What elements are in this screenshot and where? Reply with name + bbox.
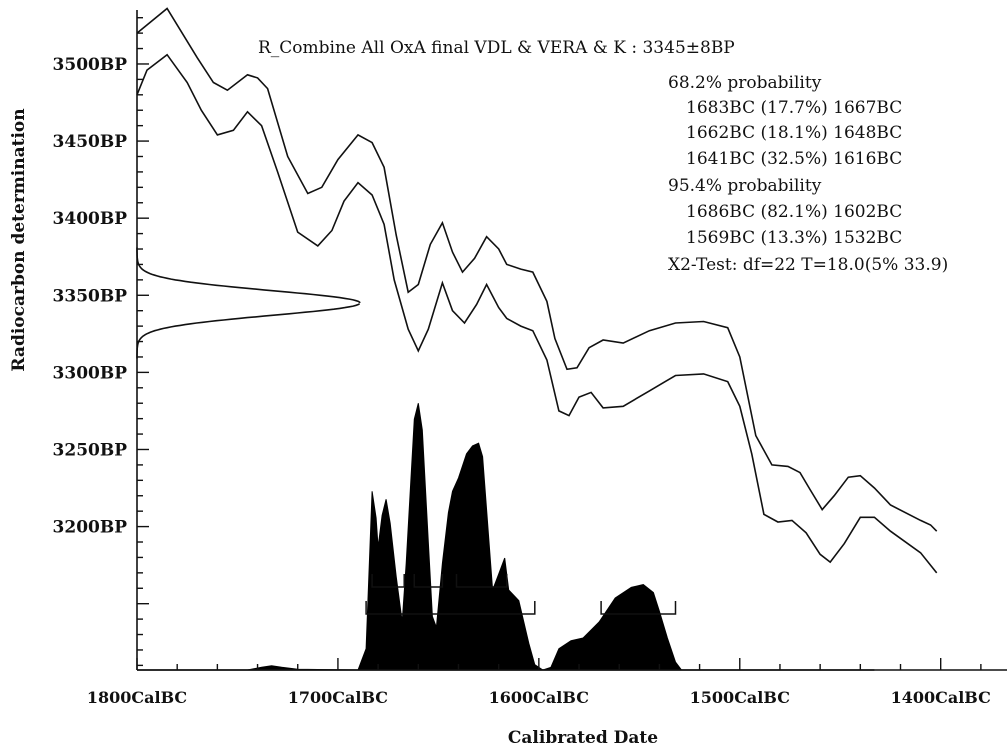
annotation-95-heading: 95.4% probability xyxy=(668,176,822,196)
measurement-curve-upper xyxy=(136,247,361,304)
x-tick-label: 1400CalBC xyxy=(891,688,991,707)
x-tick-label: 1800CalBC xyxy=(87,688,187,707)
calibration-curve-group xyxy=(136,7,938,574)
annotation-chi2-test: X2-Test: df=22 T=18.0(5% 33.9) xyxy=(668,255,948,275)
annotation-68-range-3: 1641BC (32.5%) 1616BC xyxy=(686,149,902,169)
y-tick-label: 3500BP xyxy=(53,55,128,75)
y-tick-label: 3300BP xyxy=(53,363,128,383)
y-tick-label: 3200BP xyxy=(53,518,128,538)
measurement-distribution-group xyxy=(136,247,361,359)
calibration-curve-lower xyxy=(136,53,938,574)
range-brackets-group xyxy=(365,574,677,615)
range-68-bracket-3 xyxy=(455,574,508,588)
posterior-distribution-group xyxy=(137,403,875,671)
annotation-68-range-1: 1683BC (17.7%) 1667BC xyxy=(686,98,902,118)
measurement-curve-lower xyxy=(136,303,360,359)
annotation-68-heading: 68.2% probability xyxy=(668,73,822,93)
x-axis-title: Calibrated Date xyxy=(508,728,658,748)
range-68-bracket-1 xyxy=(371,574,405,588)
x-tick-label: 1700CalBC xyxy=(288,688,388,707)
range-95-bracket-2 xyxy=(600,601,677,615)
annotation-95-range-2: 1569BC (13.3%) 1532BC xyxy=(686,228,902,248)
calibration-curve-upper xyxy=(136,7,938,532)
y-tick-label: 3400BP xyxy=(53,209,128,229)
x-tick-label: 1500CalBC xyxy=(690,688,790,707)
y-tick-label: 3250BP xyxy=(53,441,128,461)
x-tick-label: 1600CalBC xyxy=(489,688,589,707)
y-tick-label: 3350BP xyxy=(53,286,128,306)
annotation-95-range-1: 1686BC (82.1%) 1602BC xyxy=(686,202,902,222)
chart-title: R_Combine All OxA final VDL & VERA & K :… xyxy=(258,38,735,58)
probability-annotations: 68.2% probability 1683BC (17.7%) 1667BC … xyxy=(668,73,948,275)
posterior-distribution-area xyxy=(221,403,683,671)
range-95-bracket-1 xyxy=(365,601,536,615)
annotation-68-range-2: 1662BC (18.1%) 1648BC xyxy=(686,123,902,143)
y-axis-title: Radiocarbon determination xyxy=(9,108,29,371)
range-68-bracket-2 xyxy=(413,574,444,588)
y-tick-label: 3450BP xyxy=(53,132,128,152)
axes-group: 3200BP 3250BP 3300BP 3350BP 3400BP 3450BP 3500… xyxy=(53,10,1007,707)
